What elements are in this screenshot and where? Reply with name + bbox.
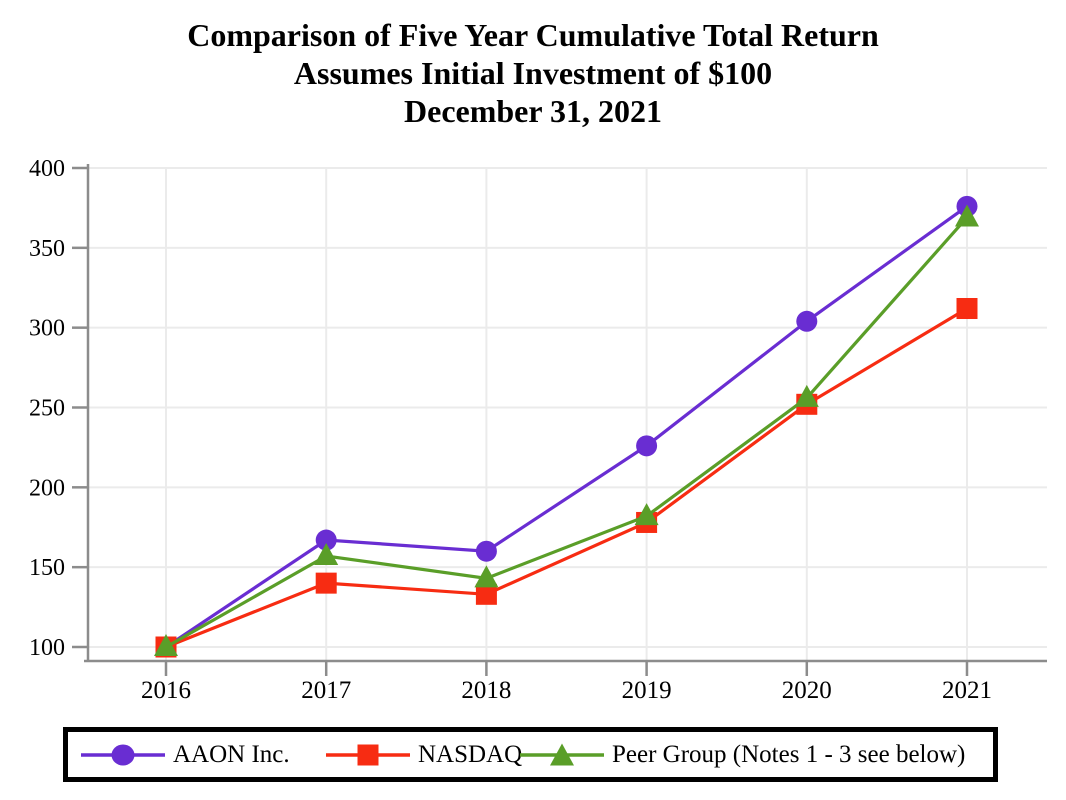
- x-tick-label: 2018: [461, 677, 511, 704]
- data-point-triangle-marker: [794, 384, 819, 407]
- data-point-square-marker: [475, 583, 497, 605]
- y-tick-label: 300: [29, 316, 65, 342]
- data-point-circle-marker: [315, 529, 337, 551]
- circle-marker-icon: [81, 744, 165, 765]
- y-tick-label: 400: [29, 156, 65, 182]
- data-point-circle-marker: [796, 310, 818, 332]
- y-tick-label: 150: [29, 555, 65, 581]
- legend-label-nasdaq: NASDAQ: [418, 740, 523, 768]
- square-marker-icon: [326, 744, 410, 765]
- data-point-circle-marker: [475, 540, 497, 562]
- data-point-triangle-marker: [474, 565, 499, 588]
- legend-item-peer-group: Peer Group (Notes 1 - 3 see below): [520, 732, 965, 777]
- y-tick-label: 100: [29, 635, 65, 661]
- series-line-0: [165, 205, 968, 649]
- chart-title: Comparison of Five Year Cumulative Total…: [0, 16, 1066, 130]
- y-tick-label: 350: [29, 236, 65, 262]
- data-point-triangle-marker: [154, 634, 178, 656]
- x-tick-label: 2021: [942, 677, 992, 704]
- x-tick-label: 2019: [622, 677, 672, 704]
- y-tick-label: 250: [29, 396, 65, 422]
- chart-title-line-3: December 31, 2021: [404, 93, 662, 129]
- legend-item-aaon: AAON Inc.: [81, 732, 290, 777]
- x-tick-label: 2017: [301, 677, 351, 704]
- series-line-2: [165, 216, 969, 649]
- data-point-circle-marker: [636, 435, 658, 457]
- x-tick-label: 2016: [141, 677, 191, 704]
- triangle-marker-icon: [520, 743, 604, 765]
- data-point-triangle-marker: [634, 503, 659, 526]
- legend-label-peer-group: Peer Group (Notes 1 - 3 see below): [612, 740, 966, 768]
- legend: AAON Inc. NASDAQ Peer Group (Notes 1 - 3…: [63, 727, 998, 782]
- series-line-1: [165, 307, 968, 649]
- legend-item-nasdaq: NASDAQ: [326, 732, 522, 777]
- x-tick-label: 2020: [782, 677, 832, 704]
- y-tick-label: 200: [29, 475, 65, 501]
- legend-label-aaon: AAON Inc.: [173, 740, 290, 768]
- data-point-square-marker: [956, 298, 978, 320]
- data-point-triangle-marker: [314, 542, 339, 565]
- data-point-square-marker: [315, 572, 337, 594]
- chart-title-line-1: Comparison of Five Year Cumulative Total…: [187, 17, 879, 53]
- chart-title-line-2: Assumes Initial Investment of $100: [293, 55, 773, 91]
- data-point-triangle-marker: [955, 204, 979, 227]
